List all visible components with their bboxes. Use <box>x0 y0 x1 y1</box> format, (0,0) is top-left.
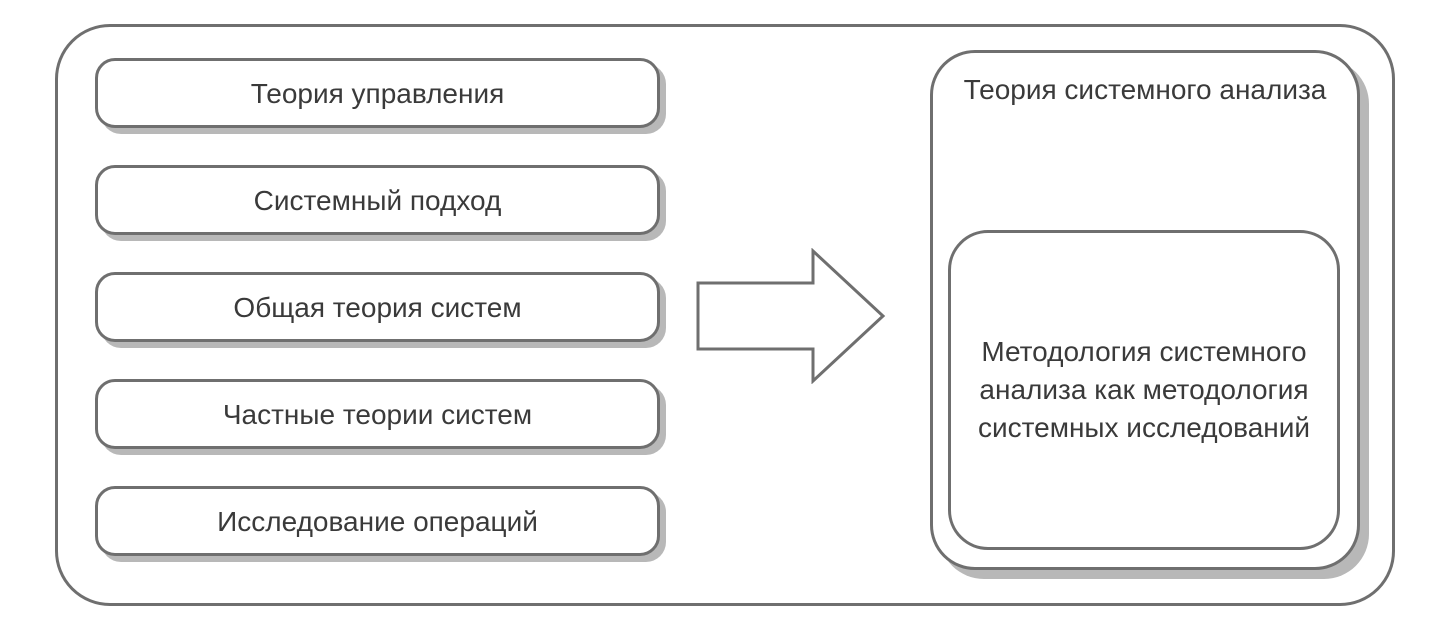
pill-label: Системный подход <box>254 183 502 218</box>
pill-label: Общая теория систем <box>233 290 521 325</box>
pill-systems-approach: Системный подход <box>95 165 666 241</box>
pill-label: Теория управления <box>251 76 505 111</box>
pill-operations-research: Исследование операций <box>95 486 666 562</box>
box-label: Теория системного анализа <box>964 71 1327 109</box>
pill-label: Исследование операций <box>217 504 538 539</box>
pill-partial-systems-theory: Частные теории систем <box>95 379 666 455</box>
pill-control-theory: Теория управления <box>95 58 666 134</box>
pill-general-systems-theory: Общая теория систем <box>95 272 666 348</box>
arrow-icon <box>695 248 886 384</box>
box-systems-analysis-methodology: Методология системного анализа как метод… <box>948 230 1349 559</box>
box-label: Методология системного анализа как метод… <box>977 333 1311 446</box>
diagram-canvas: Теория управления Системный подход Общая… <box>0 0 1444 626</box>
pill-label: Частные теории систем <box>223 397 532 432</box>
